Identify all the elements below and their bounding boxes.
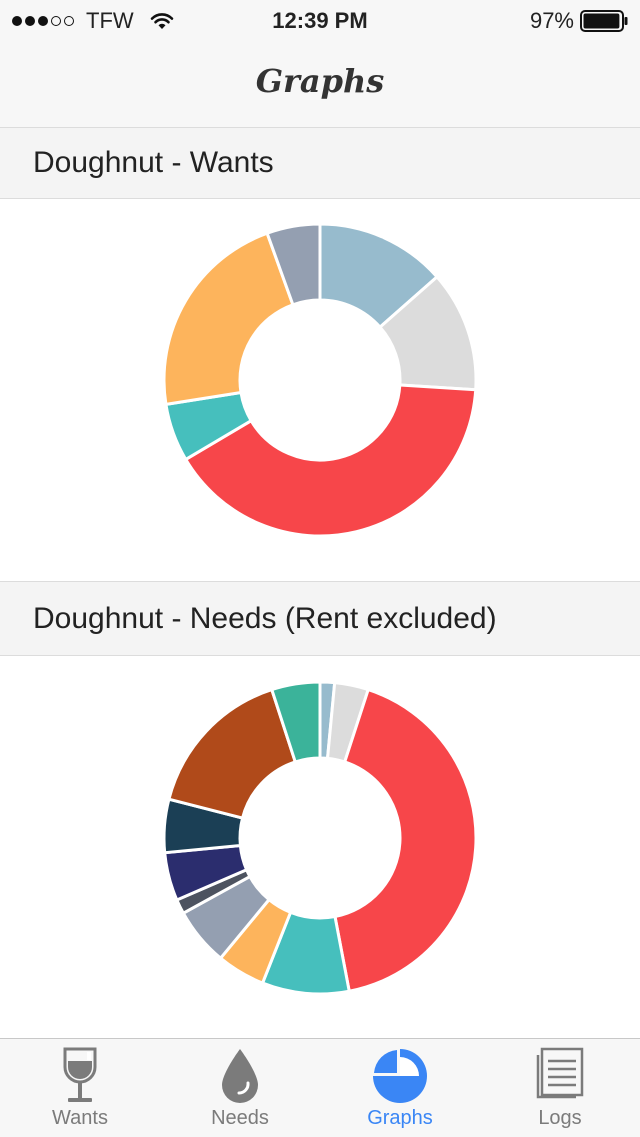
section-header-wants: Doughnut - Wants: [0, 127, 640, 199]
doughnut-slice-2: [333, 687, 478, 993]
tab-bar: Wants Needs Graphs Logs: [0, 1038, 640, 1137]
doughnut-slice-10: [269, 680, 322, 764]
tab-label: Logs: [538, 1107, 582, 1129]
doughnut-slice-4: [162, 231, 295, 407]
navigation-bar: Graphs: [0, 40, 640, 128]
status-time: 12:39 PM: [272, 8, 368, 33]
section-title: Doughnut - Wants: [33, 146, 274, 179]
tab-graphs[interactable]: Graphs: [320, 1039, 480, 1137]
needs-chart-panel: [0, 656, 640, 1038]
page-title: Graphs: [255, 62, 385, 100]
battery-icon: [580, 10, 628, 32]
drop-icon: [222, 1049, 258, 1103]
status-bar: TFW 12:39 PM 97%: [0, 0, 640, 40]
wants-chart-panel: [0, 199, 640, 581]
carrier-name: TFW: [86, 8, 134, 33]
section-header-needs: Doughnut - Needs (Rent excluded): [0, 581, 640, 656]
wifi-icon: [150, 13, 173, 29]
tab-label: Needs: [211, 1107, 269, 1129]
tab-wants[interactable]: Wants: [0, 1039, 160, 1137]
tab-needs[interactable]: Needs: [160, 1039, 320, 1137]
tab-label: Graphs: [367, 1107, 433, 1129]
tab-label: Wants: [52, 1107, 108, 1129]
document-list-icon: [536, 1047, 584, 1099]
wine-glass-icon: [63, 1047, 97, 1102]
signal-strength-icon: [12, 16, 74, 26]
battery-percentage: 97%: [529, 8, 574, 33]
doughnut-slice-5: [265, 222, 322, 307]
needs-doughnut-chart: [162, 680, 478, 996]
tab-logs[interactable]: Logs: [480, 1039, 640, 1137]
wants-doughnut-chart: [162, 222, 478, 538]
status-left: TFW: [12, 8, 174, 34]
status-right: 97%: [530, 8, 628, 34]
doughnut-slice-9: [167, 687, 298, 820]
pie-chart-icon: [373, 1049, 427, 1103]
section-title: Doughnut - Needs (Rent excluded): [33, 602, 497, 635]
doughnut-slice-2: [183, 383, 478, 538]
